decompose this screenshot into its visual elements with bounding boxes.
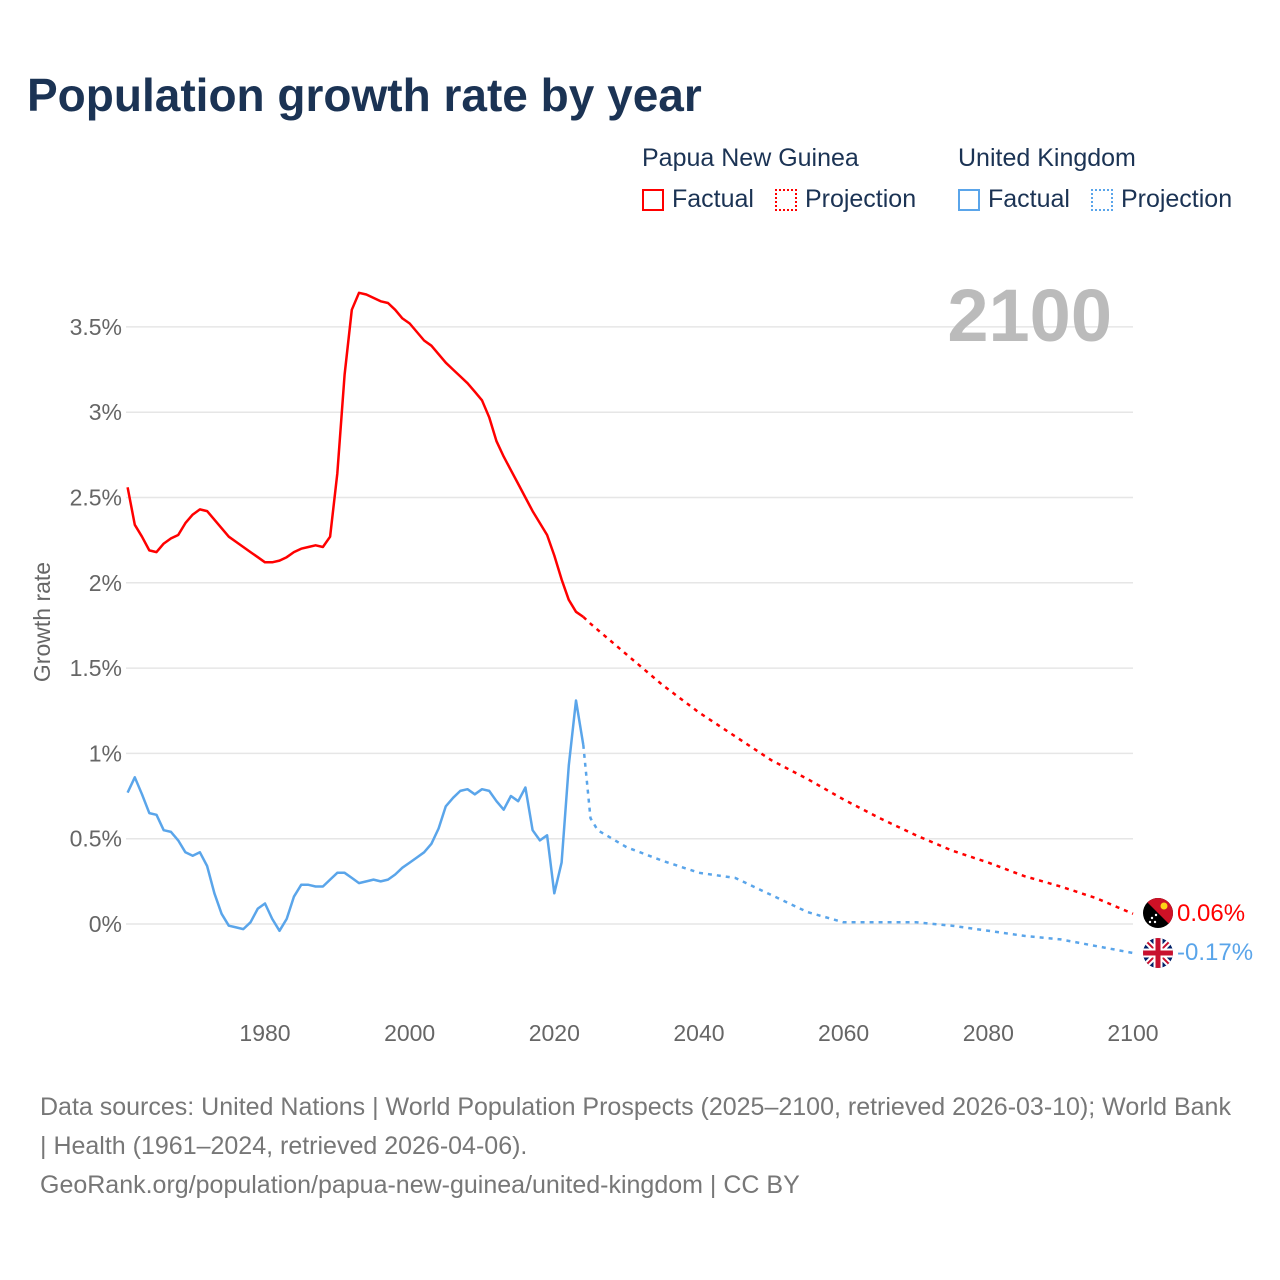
legend-group-uk: United Kingdom Factual Projection bbox=[958, 144, 1246, 218]
png-flag-icon bbox=[1143, 898, 1173, 928]
legend-swatch-solid bbox=[642, 188, 664, 211]
source-link[interactable]: GeoRank.org/population/papua-new-guinea/… bbox=[40, 1171, 800, 1199]
uk-projection-line bbox=[582, 744, 1134, 955]
legend-item-png-projection[interactable]: Projection bbox=[774, 185, 917, 214]
legend-label: Factual bbox=[672, 185, 754, 213]
png-projection-line bbox=[582, 615, 1134, 915]
data-sources: Data sources: United Nations | World Pop… bbox=[40, 1093, 1231, 1160]
y-tick-label: 0.5% bbox=[70, 826, 122, 852]
footer: Data sources: United Nations | World Pop… bbox=[40, 1088, 1240, 1205]
y-axis-label: Growth rate bbox=[29, 562, 55, 682]
y-tick-label: 2.5% bbox=[70, 485, 122, 511]
y-tick-label: 1.5% bbox=[70, 655, 122, 681]
legend-swatch-dotted bbox=[774, 188, 797, 211]
legend-label: Projection bbox=[804, 185, 917, 213]
legend-group-name: United Kingdom bbox=[958, 144, 1136, 172]
chart-title: Population growth rate by year bbox=[27, 69, 702, 121]
x-tick-label: 2060 bbox=[818, 1020, 869, 1046]
x-tick-label: 2080 bbox=[963, 1020, 1014, 1046]
y-tick-label: 3.5% bbox=[70, 314, 122, 340]
y-tick-label: 2% bbox=[89, 570, 122, 596]
year-watermark: 2100 bbox=[947, 274, 1112, 357]
legend-item-png-factual[interactable]: Factual bbox=[642, 185, 754, 214]
png-end-label: 0.06% bbox=[1177, 900, 1245, 927]
x-tick-label: 2040 bbox=[673, 1020, 724, 1046]
legend-label: Factual bbox=[988, 185, 1070, 213]
uk-factual-line bbox=[126, 699, 585, 933]
legend-group-png: Papua New Guinea Factual Projection bbox=[642, 144, 930, 218]
legend-group-name: Papua New Guinea bbox=[642, 144, 859, 172]
x-tick-label: 1980 bbox=[239, 1020, 290, 1046]
uk-end-label: -0.17% bbox=[1177, 939, 1253, 966]
y-tick-label: 3% bbox=[89, 399, 122, 425]
legend-swatch-solid bbox=[958, 188, 980, 211]
line-chart: 2100 Growth rate 0% 0.5% 1% 1.5% 2% 2.5% 3% 3.5… bbox=[29, 274, 1253, 1046]
y-tick-label: 1% bbox=[89, 740, 122, 766]
uk-flag-icon bbox=[1143, 938, 1173, 968]
x-tick-label: 2020 bbox=[529, 1020, 580, 1046]
png-factual-line bbox=[126, 291, 585, 618]
legend-item-uk-factual[interactable]: Factual bbox=[958, 185, 1070, 214]
x-tick-label: 2100 bbox=[1107, 1020, 1158, 1046]
x-tick-label: 2000 bbox=[384, 1020, 435, 1046]
legend-swatch-dotted bbox=[1090, 188, 1113, 211]
y-tick-label: 0% bbox=[89, 911, 122, 937]
gridlines bbox=[126, 326, 1133, 925]
legend-label: Projection bbox=[1120, 185, 1233, 213]
legend-item-uk-projection[interactable]: Projection bbox=[1090, 185, 1233, 214]
